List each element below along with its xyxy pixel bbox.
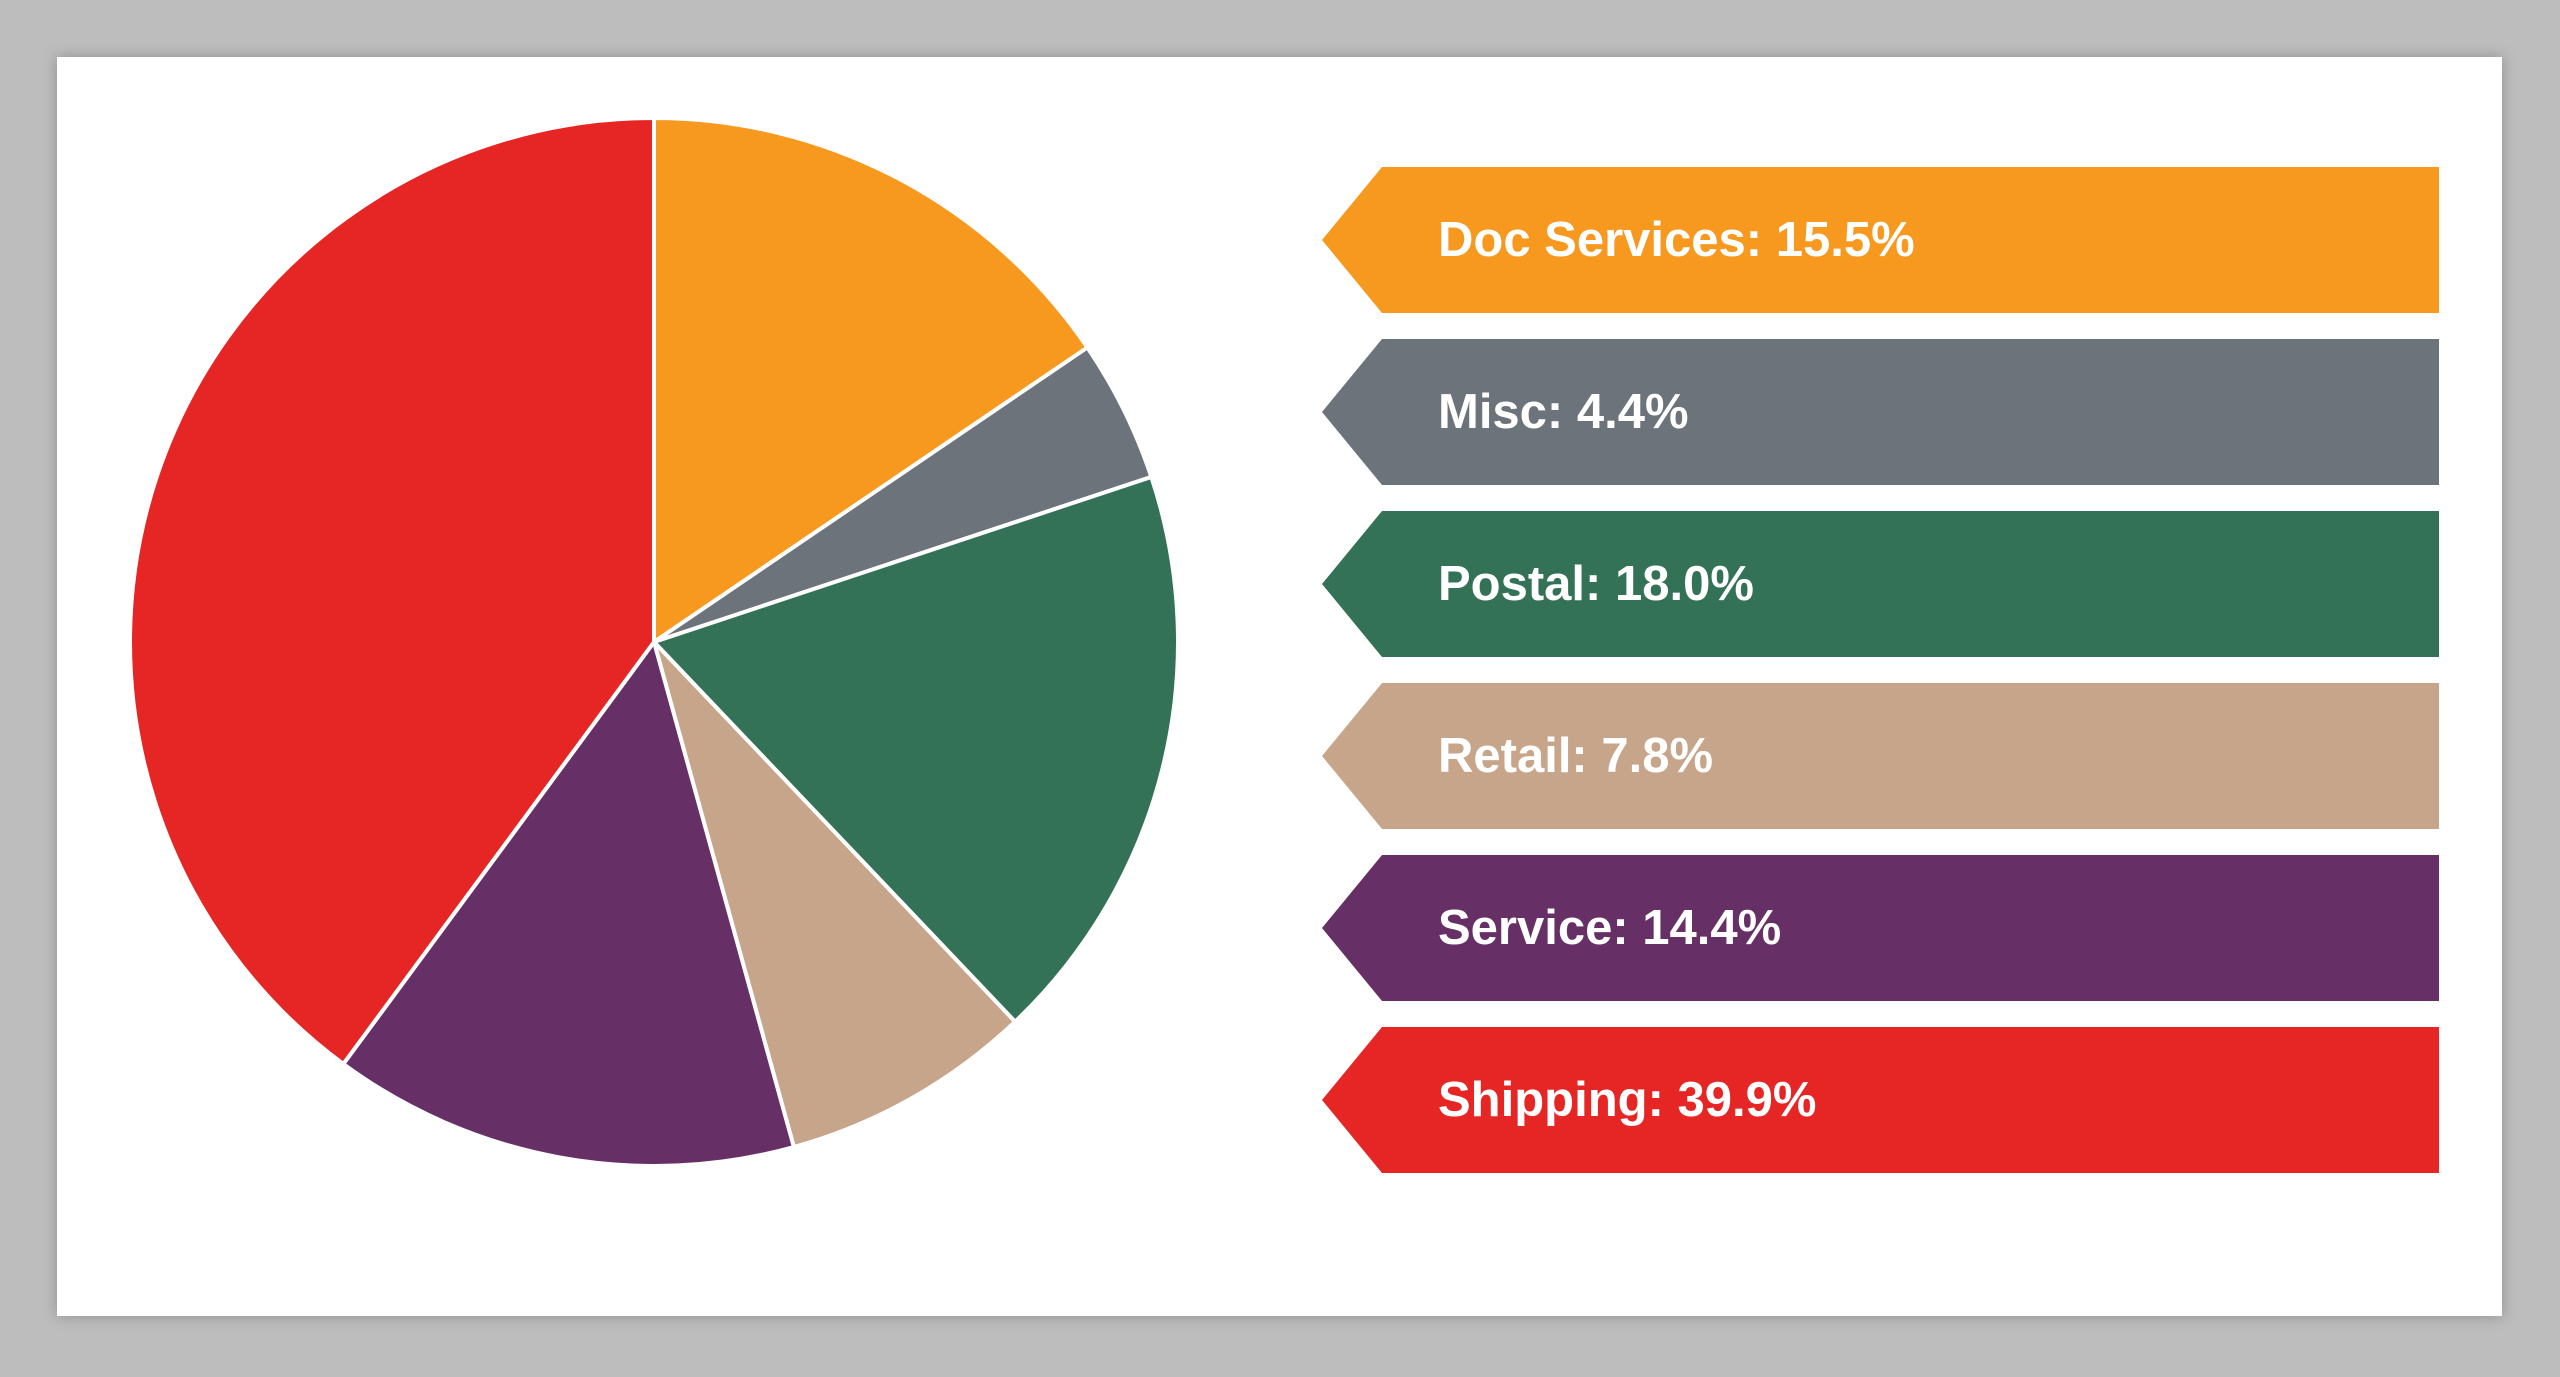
legend-item-doc-services: Doc Services: 15.5% bbox=[1322, 167, 2439, 313]
chart-panel: Doc Services: 15.5% Misc: 4.4% Postal: 1… bbox=[57, 57, 2502, 1316]
legend-label: Retail: 7.8% bbox=[1438, 729, 1714, 783]
legend-label: Service: 14.4% bbox=[1438, 901, 1782, 955]
pie-slice-4 bbox=[652, 640, 1018, 1149]
pie-slice-1 bbox=[652, 116, 1090, 644]
legend-item-misc: Misc: 4.4% bbox=[1322, 339, 2439, 485]
legend-label: Shipping: 39.9% bbox=[1438, 1073, 1817, 1127]
legend-item-shipping: Shipping: 39.9% bbox=[1322, 1027, 2439, 1173]
legend-item-retail: Retail: 7.8% bbox=[1322, 683, 2439, 829]
chart-legend: Doc Services: 15.5% Misc: 4.4% Postal: 1… bbox=[1322, 167, 2439, 1173]
legend-item-service: Service: 14.4% bbox=[1322, 855, 2439, 1001]
pie-chart bbox=[128, 116, 1181, 1168]
pie-slice-6 bbox=[128, 116, 656, 1066]
legend-item-postal: Postal: 18.0% bbox=[1322, 511, 2439, 657]
legend-label: Doc Services: 15.5% bbox=[1438, 213, 1915, 267]
pie-slice-3 bbox=[652, 474, 1181, 1024]
legend-label: Postal: 18.0% bbox=[1438, 557, 1754, 611]
legend-label: Misc: 4.4% bbox=[1438, 385, 1689, 439]
pie-slice-5 bbox=[341, 640, 796, 1168]
